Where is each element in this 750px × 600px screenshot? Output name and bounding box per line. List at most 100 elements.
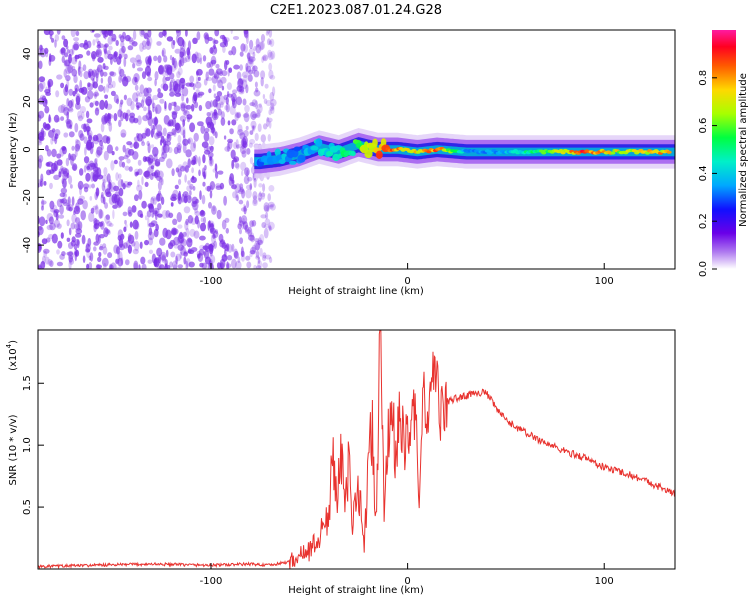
ridge-core <box>293 146 301 152</box>
noise-dot <box>150 220 158 227</box>
noise-dot <box>264 254 272 260</box>
noise-dot <box>198 156 201 167</box>
noise-dot <box>241 170 244 177</box>
noise-dot <box>97 256 102 263</box>
noise-dot <box>150 196 157 201</box>
noise-dot <box>169 55 173 61</box>
noise-dot <box>261 56 264 63</box>
noise-dot <box>46 213 54 222</box>
noise-dot <box>244 229 251 234</box>
noise-dot <box>239 237 244 244</box>
noise-dot <box>86 50 91 56</box>
noise-dot <box>113 185 120 192</box>
noise-dot <box>183 110 190 117</box>
noise-dot <box>106 221 112 227</box>
noise-dot <box>226 142 230 152</box>
noise-dot <box>262 183 266 193</box>
noise-dot <box>145 96 153 107</box>
noise-dot <box>141 176 144 186</box>
noise-dot <box>231 46 237 56</box>
noise-dot <box>177 195 182 205</box>
snr-multiplier: (x104) <box>5 340 19 371</box>
noise-dot <box>68 250 74 260</box>
noise-dot <box>141 200 147 209</box>
noise-dot <box>225 103 230 113</box>
noise-dot <box>237 129 244 136</box>
ridge-core <box>610 151 616 155</box>
noise-dot <box>153 257 160 268</box>
noise-dot <box>123 226 127 233</box>
noise-dot <box>82 64 87 72</box>
noise-dot <box>105 30 113 36</box>
noise-dot <box>88 211 95 223</box>
noise-dot <box>80 210 86 221</box>
noise-dot <box>251 99 258 108</box>
noise-dot <box>212 233 216 239</box>
noise-dot <box>205 76 213 82</box>
noise-dot <box>211 75 218 84</box>
noise-dot <box>91 69 97 77</box>
noise-dot <box>241 71 249 78</box>
noise-dot <box>266 206 270 212</box>
noise-dot <box>69 48 74 57</box>
noise-dot <box>136 184 143 192</box>
noise-dot <box>206 112 211 117</box>
noise-dot <box>258 197 262 202</box>
noise-dot <box>168 212 174 219</box>
noise-dot <box>153 197 157 205</box>
noise-dot <box>187 180 191 186</box>
noise-dot <box>38 244 42 251</box>
noise-dot <box>251 220 257 227</box>
noise-dot <box>107 83 114 89</box>
noise-dot <box>152 94 159 101</box>
noise-dot <box>93 158 98 168</box>
noise-dot <box>220 101 224 108</box>
noise-dot <box>241 188 246 199</box>
noise-dot <box>215 185 223 190</box>
noise-dot <box>164 105 167 112</box>
noise-dot <box>269 91 275 102</box>
noise-dot <box>249 138 256 145</box>
noise-dot <box>71 69 78 77</box>
noise-dot <box>95 233 100 243</box>
ridge-core <box>297 154 306 163</box>
noise-dot <box>59 48 64 55</box>
noise-dot <box>150 165 155 170</box>
noise-dot <box>166 133 172 142</box>
noise-dot <box>118 173 122 180</box>
noise-dot <box>172 264 178 269</box>
noise-dot <box>133 262 138 269</box>
noise-dot <box>113 51 118 60</box>
noise-dot <box>74 54 78 62</box>
noise-dot <box>241 150 247 158</box>
noise-dot <box>237 124 243 133</box>
noise-dot <box>157 88 161 94</box>
noise-dot <box>146 140 150 147</box>
noise-dot <box>86 118 93 124</box>
noise-dot <box>197 219 201 229</box>
noise-dot <box>169 81 172 91</box>
noise-dot <box>260 192 266 200</box>
noise-dot <box>148 227 153 236</box>
noise-dot <box>135 59 142 67</box>
noise-dot <box>184 165 189 173</box>
noise-dot <box>139 241 143 249</box>
noise-dot <box>189 228 196 237</box>
noise-dot <box>112 209 115 220</box>
noise-dot <box>134 84 139 91</box>
noise-dot <box>217 108 222 116</box>
noise-dot <box>145 40 152 51</box>
noise-dot <box>226 261 229 269</box>
noise-dot <box>236 111 242 119</box>
noise-dot <box>88 70 91 78</box>
noise-dot <box>169 91 175 97</box>
noise-dot <box>176 212 182 223</box>
noise-dot <box>150 144 155 149</box>
noise-dot <box>202 245 209 251</box>
noise-dot <box>84 96 91 103</box>
noise-dot <box>45 219 48 224</box>
noise-dot <box>214 163 218 172</box>
noise-dot <box>243 74 248 83</box>
noise-dot <box>191 53 197 64</box>
